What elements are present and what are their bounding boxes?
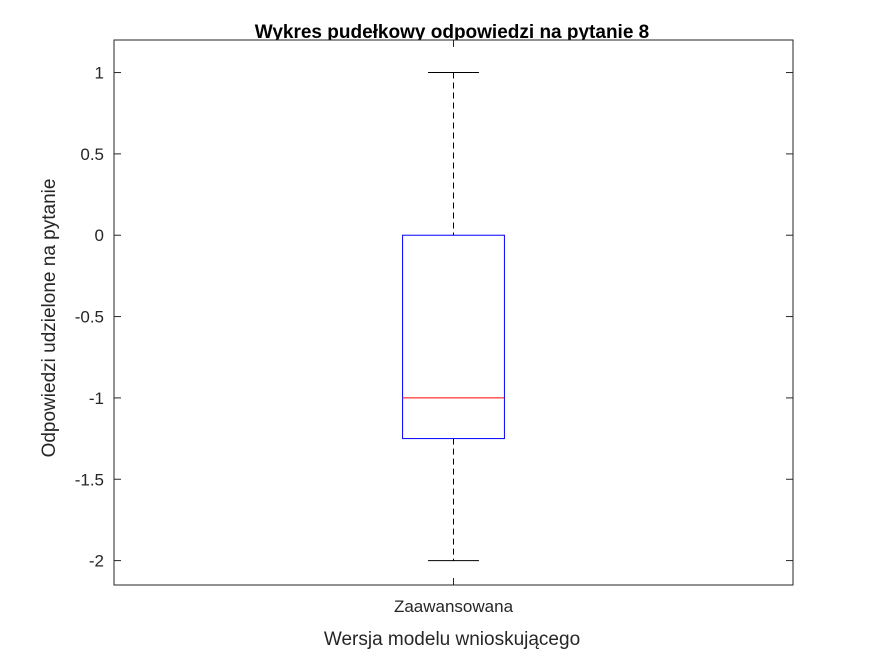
y-tick-label-5: -1.5 xyxy=(75,470,104,489)
y-tick-label-2: 0 xyxy=(95,226,104,245)
y-tick-label-3: -0.5 xyxy=(75,308,104,327)
y-axis: 1 0.5 0 -0.5 -1 -1.5 -2 xyxy=(75,64,793,571)
x-axis-label: Wersja modelu wnioskującego xyxy=(324,629,580,650)
box-0 xyxy=(402,234,505,440)
y-tick-label-4: -1 xyxy=(89,389,104,408)
x-axis: Zaawansowana xyxy=(394,40,514,616)
x-tick-label-0: Zaawansowana xyxy=(394,597,514,616)
chart-title: Wykres pudełkowy odpowiedzi na pytanie 8 xyxy=(255,22,650,43)
box-series xyxy=(402,72,505,562)
y-tick-label-6: -2 xyxy=(89,552,104,571)
y-tick-label-0: 1 xyxy=(95,64,104,83)
y-axis-label: Odpowiedzi udzielone na pytanie xyxy=(39,179,60,458)
y-tick-label-1: 0.5 xyxy=(80,145,104,164)
